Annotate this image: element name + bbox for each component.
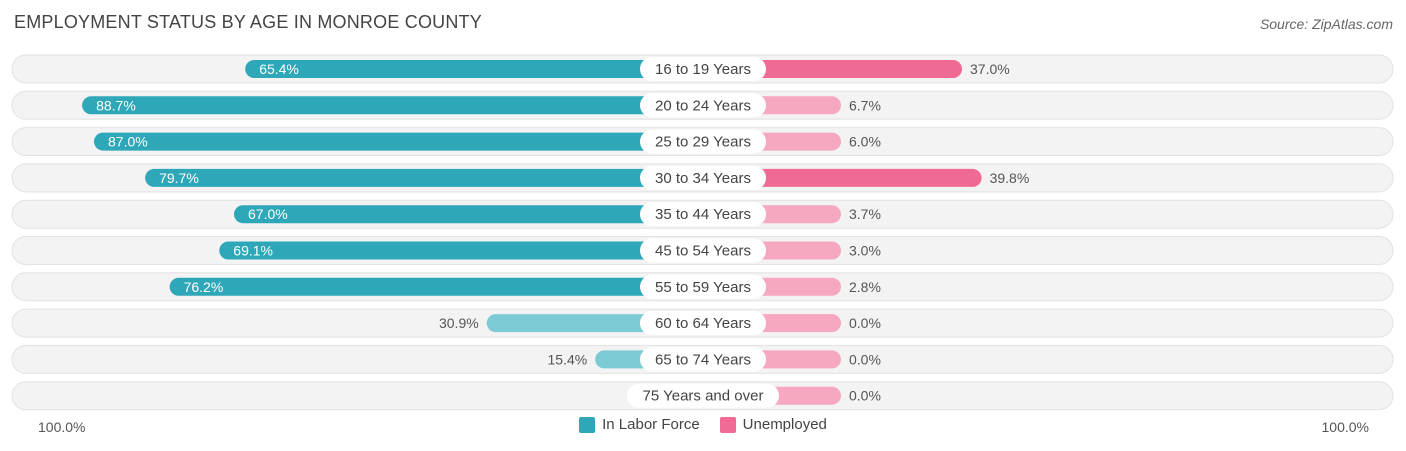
category-pill (640, 165, 766, 190)
category-label: 20 to 24 Years (655, 97, 751, 114)
value-label-unemployed: 0.0% (849, 315, 881, 331)
category-pill (640, 202, 766, 227)
category-pill (640, 347, 766, 372)
chart-title: EMPLOYMENT STATUS BY AGE IN MONROE COUNT… (14, 12, 482, 32)
bar-labor-force[interactable] (145, 168, 704, 187)
value-label-labor-force: 15.4% (547, 351, 587, 367)
value-label-labor-force: 79.7% (159, 170, 199, 186)
category-label: 60 to 64 Years (655, 315, 751, 332)
category-label: 55 to 59 Years (655, 279, 751, 296)
value-label-labor-force: 87.0% (108, 134, 148, 150)
value-label-unemployed: 0.0% (849, 351, 881, 367)
value-label-unemployed: 0.0% (849, 388, 881, 404)
category-pill (640, 129, 766, 154)
value-label-unemployed: 6.0% (849, 134, 881, 150)
category-pill (640, 93, 766, 118)
value-label-labor-force: 30.9% (439, 315, 479, 331)
category-pill (627, 383, 779, 408)
bar-labor-force[interactable] (219, 241, 704, 260)
bar-labor-force[interactable] (94, 132, 703, 151)
category-label: 65 to 74 Years (655, 351, 751, 368)
value-label-unemployed: 39.8% (990, 170, 1030, 186)
axis-left-label: 100.0% (38, 419, 86, 435)
bar-labor-force[interactable] (234, 205, 703, 224)
value-label-labor-force: 88.7% (96, 97, 136, 113)
value-label-unemployed: 3.0% (849, 243, 881, 259)
bar-labor-force[interactable] (169, 277, 704, 296)
category-pill (640, 238, 766, 263)
bar-labor-force[interactable] (82, 96, 704, 115)
bar-unemployed[interactable] (703, 60, 962, 78)
chart-source: Source: ZipAtlas.com (1259, 16, 1393, 32)
value-label-labor-force: 67.0% (248, 206, 288, 222)
value-label-unemployed: 2.8% (849, 279, 881, 295)
legend-label-labor-force: In Labor Force (602, 416, 700, 433)
legend-item-unemployed[interactable]: Unemployed (719, 416, 827, 433)
value-label-labor-force: 76.2% (184, 279, 224, 295)
legend-swatch-unemployed (719, 416, 736, 433)
value-label-labor-force: 69.1% (233, 243, 273, 259)
bar-unemployed[interactable] (703, 168, 982, 187)
value-label-labor-force: 65.4% (259, 61, 299, 77)
legend: In Labor Force Unemployed (0, 416, 1406, 433)
category-pill (640, 274, 766, 299)
category-label: 16 to 19 Years (655, 61, 751, 78)
category-label: 75 Years and over (643, 388, 764, 405)
category-pill (640, 311, 766, 336)
category-pill (640, 57, 766, 81)
legend-swatch-labor-force (579, 416, 596, 433)
value-label-unemployed: 6.7% (849, 97, 881, 113)
category-label: 30 to 34 Years (655, 170, 751, 187)
legend-label-unemployed: Unemployed (742, 416, 827, 433)
axis-right-label: 100.0% (1321, 419, 1369, 435)
legend-item-labor-force[interactable]: In Labor Force (579, 416, 700, 433)
category-label: 45 to 54 Years (655, 243, 751, 260)
value-label-unemployed: 37.0% (970, 61, 1010, 77)
category-label: 25 to 29 Years (655, 134, 751, 151)
category-label: 35 to 44 Years (655, 206, 751, 223)
value-label-unemployed: 3.7% (849, 206, 881, 222)
bar-labor-force[interactable] (245, 60, 703, 78)
